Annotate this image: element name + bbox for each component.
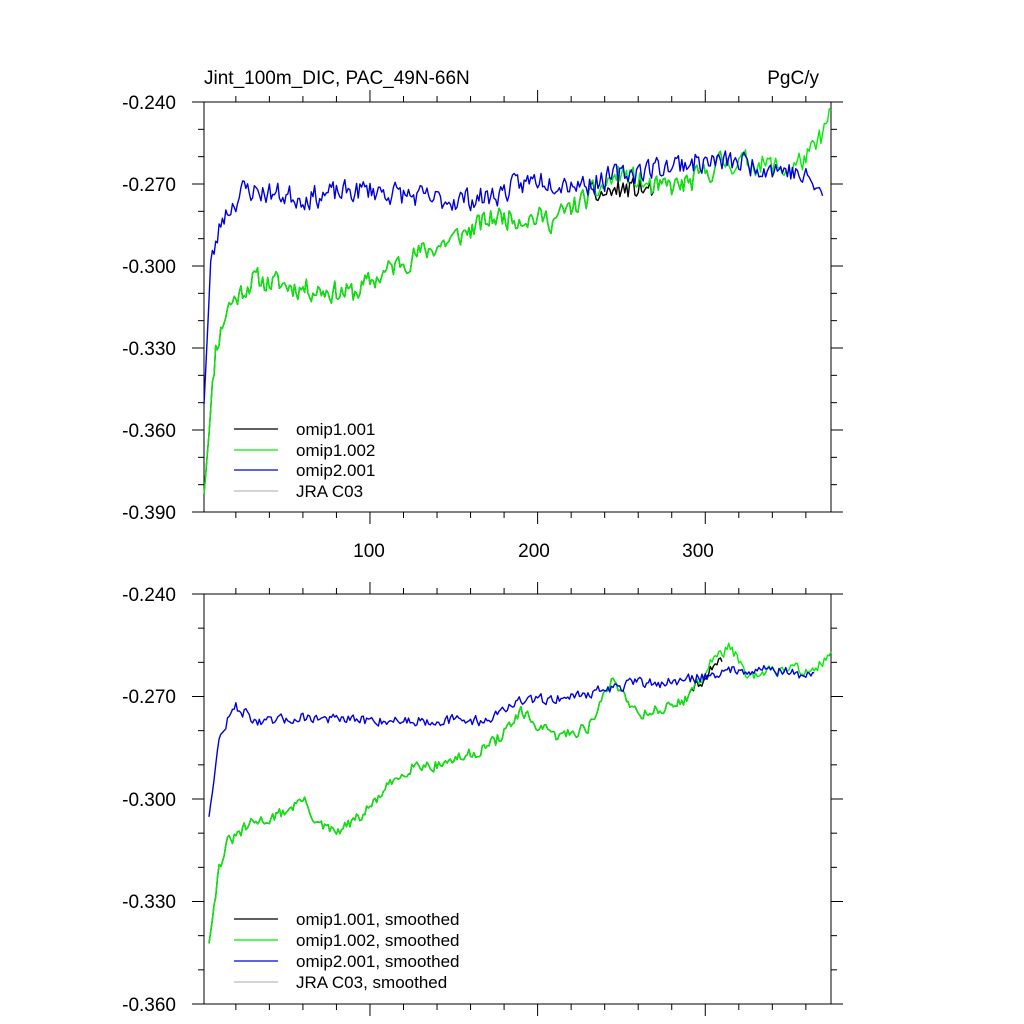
bottom-ytick-label: -0.330 xyxy=(122,892,176,913)
top-legend: omip1.001 omip1.002 omip2.001 JRA C03 xyxy=(234,420,375,501)
bottom-panel: -0.240 -0.270 -0.300 -0.330 -0.360 omip1… xyxy=(122,582,843,1016)
bottom-ytick-label: -0.300 xyxy=(122,790,176,811)
top-ytick-label: -0.240 xyxy=(122,93,176,114)
top-xtick-label: 200 xyxy=(518,541,550,562)
top-title-right: PgC/y xyxy=(767,68,819,89)
bottom-y-tick-labels: -0.240 -0.270 -0.300 -0.330 -0.360 xyxy=(122,585,176,1016)
top-title-left: Jint_100m_DIC, PAC_49N-66N xyxy=(204,68,470,89)
legend-label: omip2.001, smoothed xyxy=(296,952,460,971)
legend-label: omip2.001 xyxy=(296,461,375,480)
legend-label: JRA C03, smoothed xyxy=(296,973,447,992)
top-series-lines xyxy=(203,107,832,495)
bottom-ytick-label: -0.270 xyxy=(122,687,176,708)
bottom-ytick-label: -0.360 xyxy=(122,995,176,1016)
top-ytick-label: -0.270 xyxy=(122,175,176,196)
legend-label: omip1.002 xyxy=(296,441,375,460)
top-ytick-label: -0.330 xyxy=(122,339,176,360)
series-line-omip2-001 xyxy=(203,150,824,405)
bottom-series-lines xyxy=(208,642,832,944)
series-line-omip1-002-smoothed xyxy=(208,642,832,944)
top-xtick-label: 100 xyxy=(353,541,385,562)
top-ticks xyxy=(192,90,843,524)
top-ytick-label: -0.390 xyxy=(122,503,176,524)
top-panel: Jint_100m_DIC, PAC_49N-66N PgC/y -0.240 … xyxy=(122,68,843,562)
legend-label: JRA C03 xyxy=(296,482,363,501)
legend-label: omip1.001 xyxy=(296,420,375,439)
top-plot-frame xyxy=(203,101,832,513)
top-x-tick-labels: 100 200 300 xyxy=(353,541,714,562)
top-y-tick-labels: -0.240 -0.270 -0.300 -0.330 -0.360 -0.39… xyxy=(122,93,176,524)
series-line-omip1-001 xyxy=(203,150,723,495)
bottom-ytick-label: -0.240 xyxy=(122,585,176,606)
top-xtick-label: 300 xyxy=(682,541,714,562)
series-line-omip1-001-smoothed xyxy=(208,657,723,944)
bottom-ticks xyxy=(192,582,843,1016)
series-line-omip2-001-smoothed xyxy=(208,665,815,817)
legend-label: omip1.002, smoothed xyxy=(296,931,460,950)
top-ytick-label: -0.360 xyxy=(122,421,176,442)
legend-label: omip1.001, smoothed xyxy=(296,910,460,929)
top-ytick-label: -0.300 xyxy=(122,257,176,278)
bottom-legend: omip1.001, smoothed omip1.002, smoothed … xyxy=(234,910,460,992)
